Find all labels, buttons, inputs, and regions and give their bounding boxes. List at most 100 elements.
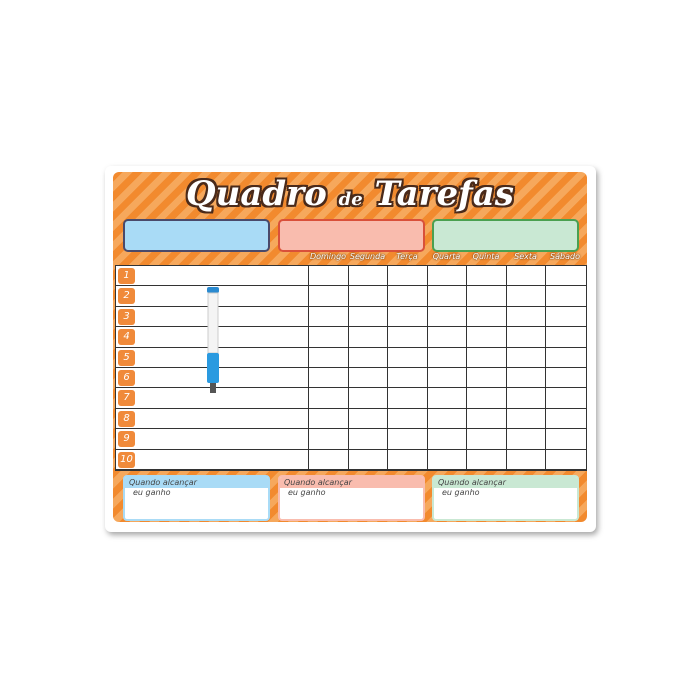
day-cell[interactable] — [505, 408, 546, 429]
reward-box-2: Quando alcançar eu ganho — [278, 475, 425, 521]
day-cell[interactable] — [466, 266, 506, 286]
day-cell[interactable] — [426, 266, 467, 286]
day-cell[interactable] — [347, 347, 388, 367]
day-cell[interactable] — [545, 408, 585, 429]
orange-striped-panel: Quadro de Tarefas Domingo Segunda Terça Qua… — [113, 172, 587, 522]
day-cell[interactable] — [347, 429, 388, 449]
day-cell[interactable] — [545, 266, 585, 286]
day-cell[interactable] — [347, 306, 388, 327]
day-cell[interactable] — [426, 429, 467, 449]
day-cell[interactable] — [466, 368, 506, 388]
day-cell[interactable] — [387, 266, 427, 286]
day-cell[interactable] — [505, 388, 546, 408]
day-cell[interactable] — [505, 449, 546, 469]
row-number: 6 — [118, 370, 135, 386]
day-cell[interactable] — [505, 327, 546, 347]
reward-box-1: Quando alcançar eu ganho — [123, 475, 270, 521]
day-cell[interactable] — [466, 388, 506, 408]
chore-row: 5 — [116, 347, 586, 368]
day-cell[interactable] — [387, 408, 427, 429]
row-number: 9 — [118, 431, 135, 448]
day-cell[interactable] — [505, 306, 546, 327]
day-label: Quinta — [472, 252, 500, 261]
row-number: 4 — [118, 329, 135, 346]
day-cell[interactable] — [545, 368, 585, 388]
row-number: 8 — [118, 410, 135, 427]
day-cell[interactable] — [308, 266, 348, 286]
chore-row: 8 — [116, 408, 586, 430]
day-cell[interactable] — [426, 368, 467, 388]
name-box-green — [432, 219, 579, 252]
day-cell[interactable] — [308, 408, 348, 429]
board-title: Quadro de Tarefas — [113, 174, 587, 214]
day-cell[interactable] — [505, 347, 546, 367]
day-cell[interactable] — [466, 408, 506, 429]
day-label: Domingo — [309, 252, 347, 261]
day-cell[interactable] — [347, 408, 388, 429]
day-cell[interactable] — [466, 306, 506, 327]
day-cell[interactable] — [387, 286, 427, 306]
day-cell[interactable] — [545, 388, 585, 408]
day-cell[interactable] — [545, 286, 585, 306]
day-label: Quarta — [432, 252, 461, 261]
day-cell[interactable] — [308, 306, 348, 327]
day-cell[interactable] — [308, 388, 348, 408]
day-cell[interactable] — [505, 266, 546, 286]
day-cell[interactable] — [387, 388, 427, 408]
day-cell[interactable] — [466, 286, 506, 306]
day-cell[interactable] — [466, 449, 506, 469]
day-cell[interactable] — [466, 327, 506, 347]
day-cell[interactable] — [545, 429, 585, 449]
chore-row: 1 — [116, 266, 586, 287]
day-cell[interactable] — [347, 368, 388, 388]
day-cell[interactable] — [545, 327, 585, 347]
day-cell[interactable] — [426, 286, 467, 306]
chore-row: 9 — [116, 429, 586, 450]
reward-text: eu ganho — [133, 488, 171, 497]
day-cell[interactable] — [426, 408, 467, 429]
day-cell[interactable] — [426, 306, 467, 327]
reward-heading: Quando alcançar — [280, 477, 423, 488]
chore-row: 4 — [116, 327, 586, 348]
day-cell[interactable] — [308, 429, 348, 449]
day-cell[interactable] — [426, 449, 467, 469]
day-cell[interactable] — [505, 286, 546, 306]
day-cell[interactable] — [308, 327, 348, 347]
row-number: 3 — [118, 308, 135, 325]
day-cell[interactable] — [426, 388, 467, 408]
day-cell[interactable] — [387, 327, 427, 347]
day-cell[interactable] — [545, 347, 585, 367]
marker-pen-icon — [207, 287, 219, 393]
day-cell[interactable] — [387, 449, 427, 469]
chore-row: 7 — [116, 388, 586, 409]
day-cell[interactable] — [308, 286, 348, 306]
day-cell[interactable] — [347, 286, 388, 306]
day-cell[interactable] — [387, 347, 427, 367]
day-cell[interactable] — [347, 388, 388, 408]
day-cell[interactable] — [387, 306, 427, 327]
day-cell[interactable] — [308, 347, 348, 367]
day-cell[interactable] — [308, 449, 348, 469]
day-cell[interactable] — [347, 327, 388, 347]
day-cell[interactable] — [505, 429, 546, 449]
day-cell[interactable] — [387, 429, 427, 449]
day-cell[interactable] — [545, 449, 585, 469]
day-cell[interactable] — [347, 449, 388, 469]
day-cell[interactable] — [505, 368, 546, 388]
title-word-de: de — [338, 189, 363, 210]
row-number: 7 — [118, 390, 135, 407]
day-cell[interactable] — [466, 347, 506, 367]
day-cell[interactable] — [426, 327, 467, 347]
row-number: 10 — [118, 451, 135, 468]
reward-heading: Quando alcançar — [434, 477, 577, 488]
day-cell[interactable] — [545, 306, 585, 327]
chore-grid: 1 2 3 4 5 6 7 8 9 10 — [115, 265, 587, 471]
day-cell[interactable] — [387, 368, 427, 388]
day-cell[interactable] — [426, 347, 467, 367]
day-cell[interactable] — [466, 429, 506, 449]
day-label: Terça — [396, 252, 418, 261]
day-cell[interactable] — [347, 266, 388, 286]
day-cell[interactable] — [308, 368, 348, 388]
day-label: Sexta — [514, 252, 537, 261]
reward-heading: Quando alcançar — [125, 477, 268, 488]
